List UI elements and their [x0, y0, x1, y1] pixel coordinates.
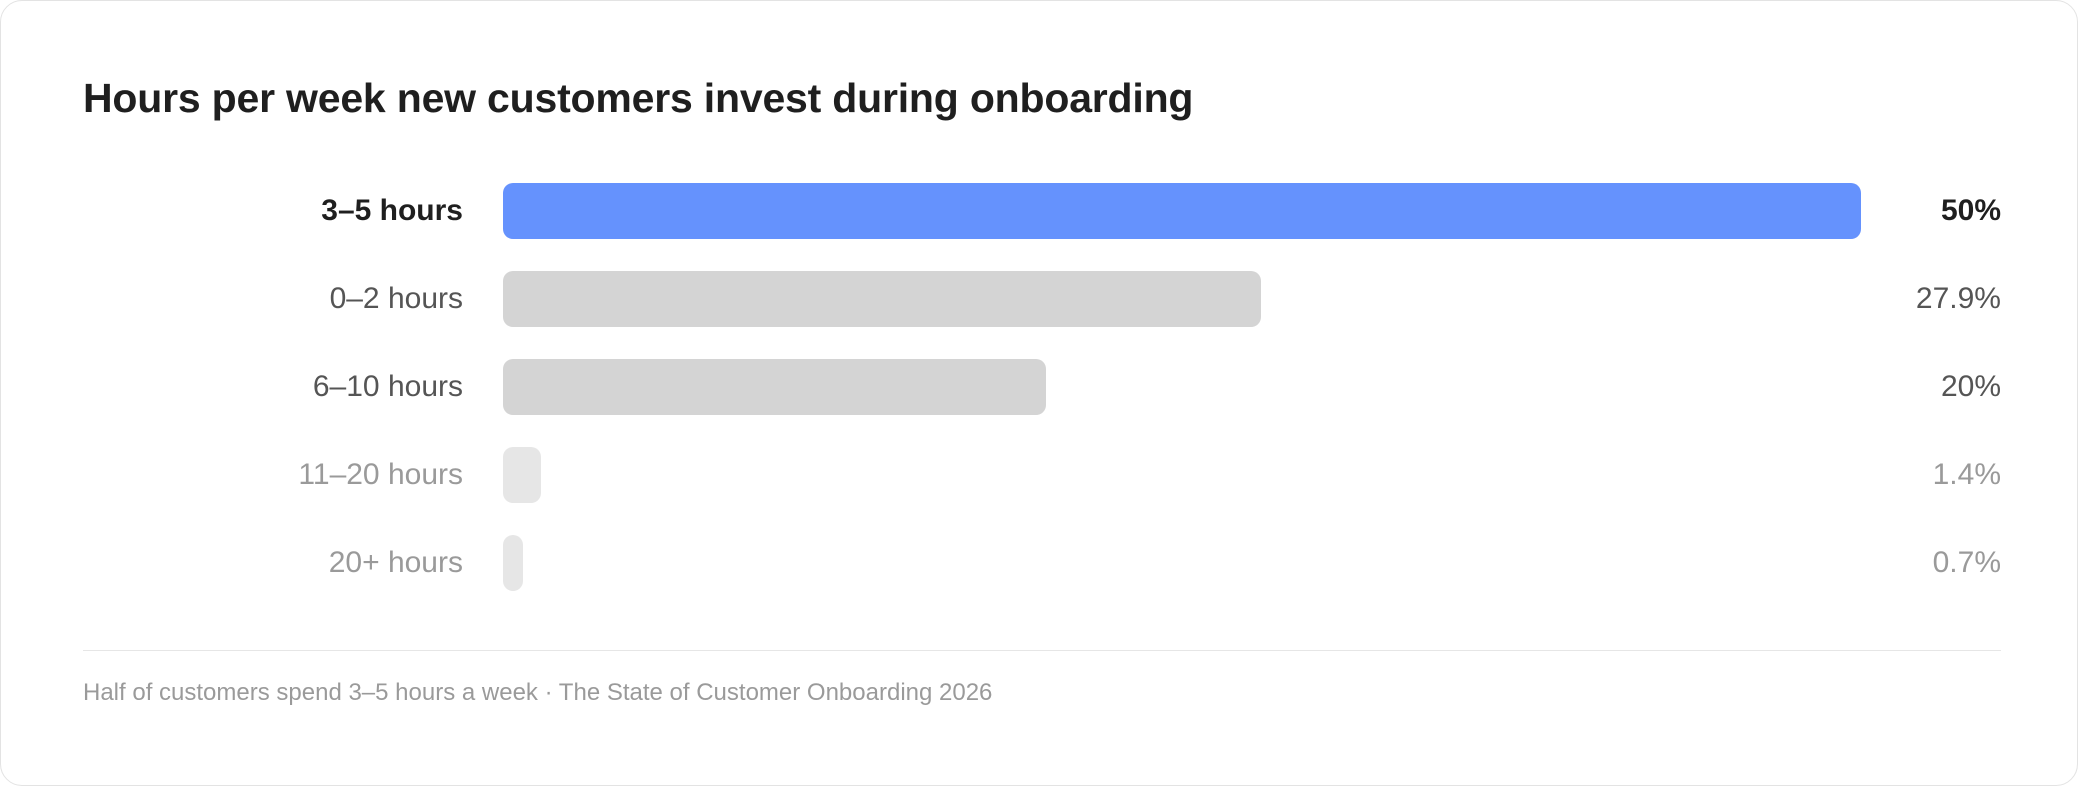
- category-label: 20+ hours: [328, 546, 463, 579]
- divider: [83, 650, 2001, 651]
- chart-title: Hours per week new customers invest duri…: [83, 75, 1194, 121]
- category-label: 11–20 hours: [298, 458, 463, 491]
- value-label: 50%: [1940, 194, 2001, 227]
- bar: [503, 359, 1047, 415]
- value-label: 1.4%: [1932, 458, 2001, 491]
- value-label: 27.9%: [1915, 282, 2001, 315]
- category-label: 0–2 hours: [329, 282, 463, 315]
- bar: [503, 535, 523, 591]
- chart-footnote: Half of customers spend 3–5 hours a week…: [83, 679, 993, 706]
- category-label: 3–5 hours: [321, 194, 463, 227]
- bar: [503, 447, 542, 503]
- bar: [503, 183, 1861, 239]
- value-label: 0.7%: [1932, 546, 2001, 579]
- bar: [503, 271, 1261, 327]
- value-label: 20%: [1940, 370, 2001, 403]
- category-label: 6–10 hours: [312, 370, 463, 403]
